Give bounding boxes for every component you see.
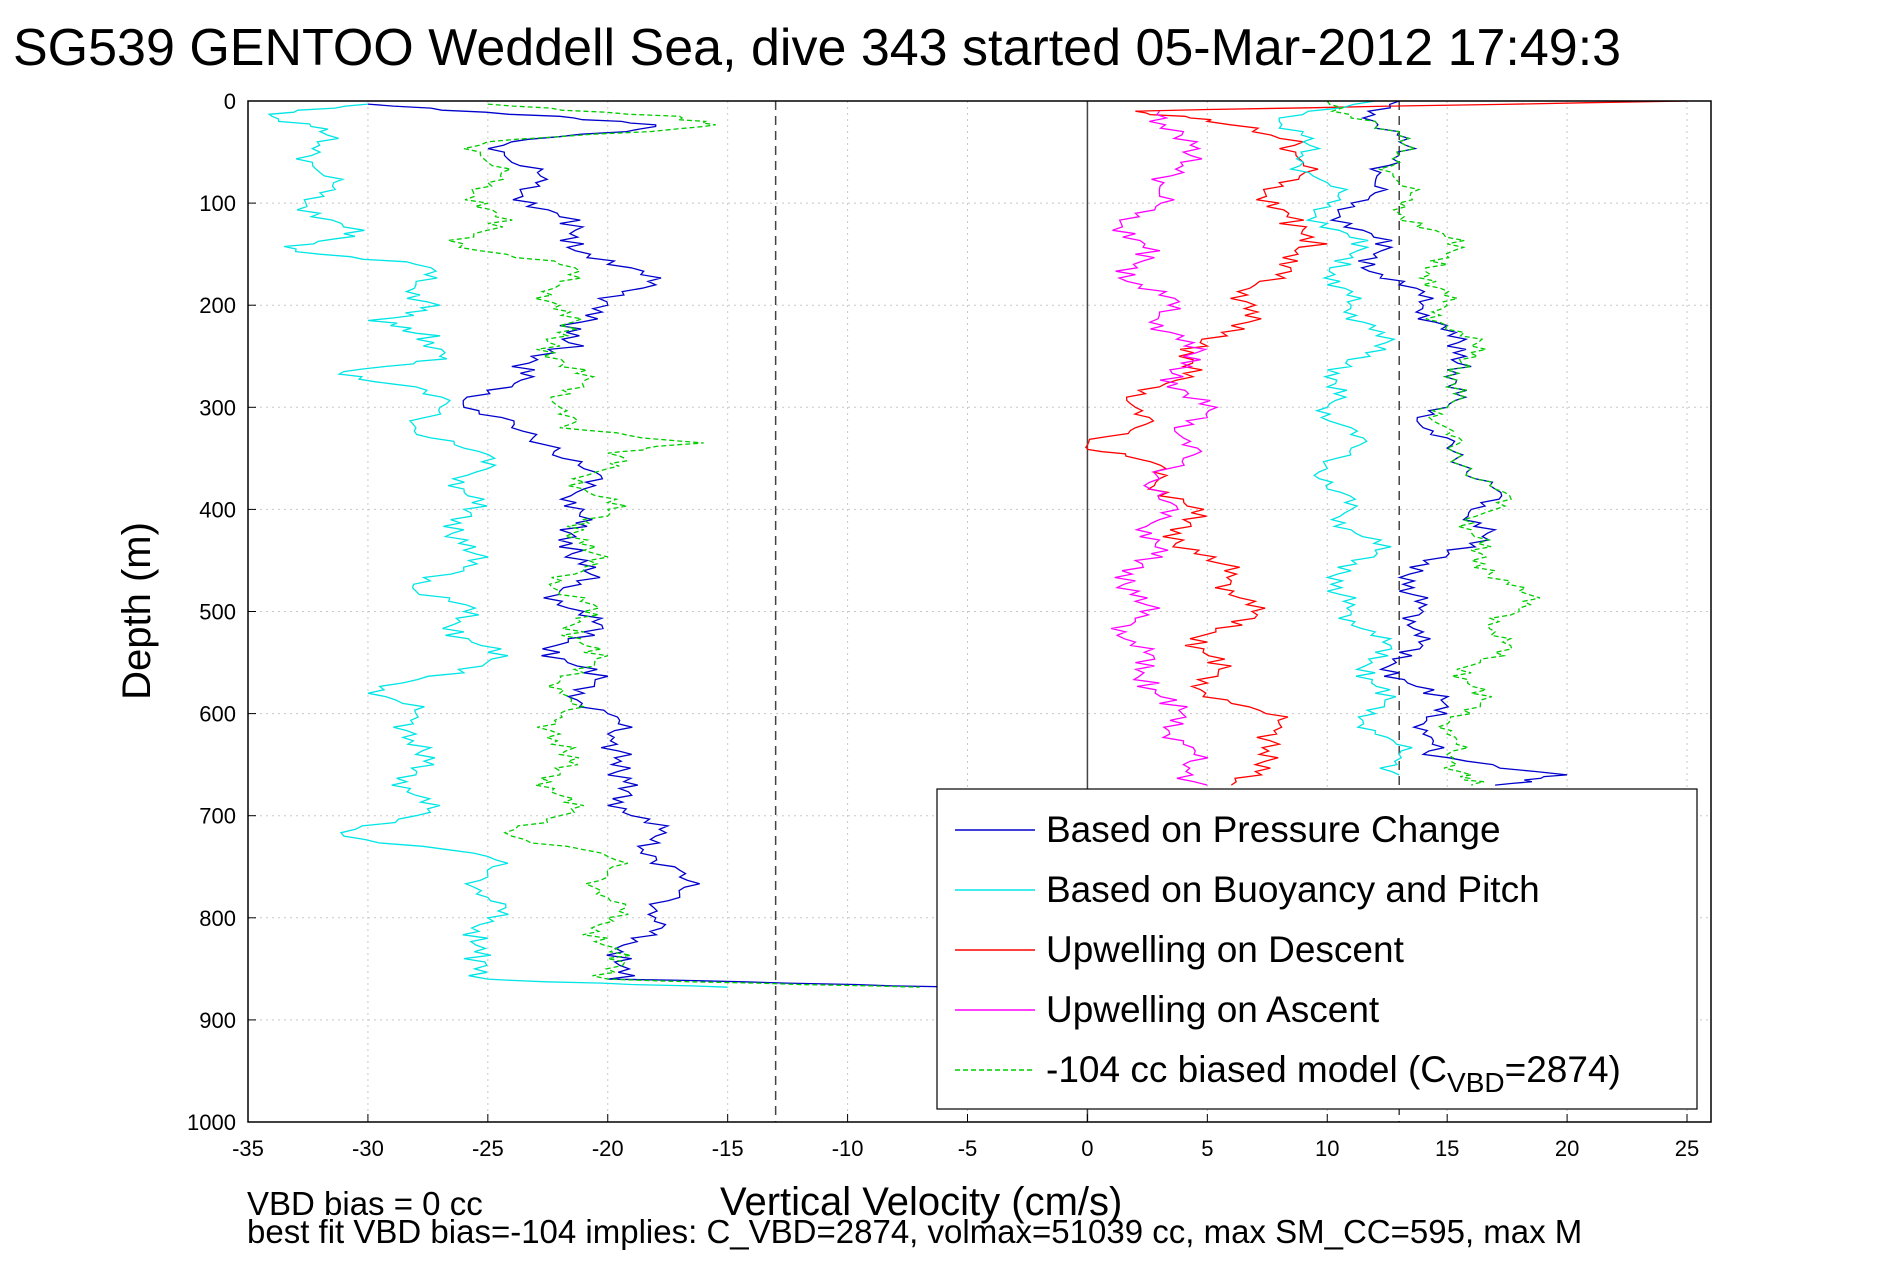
legend-box — [936, 788, 1698, 1110]
legend: Based on Pressure Change Based on Buoyanc… — [936, 788, 1698, 1110]
legend-label-0: Based on Pressure Change — [1046, 809, 1501, 850]
y-tick-label-1: 100 — [199, 191, 236, 216]
y-tick-label-3: 300 — [199, 395, 236, 420]
x-tick-label-4: -15 — [712, 1136, 744, 1161]
series-line-4 — [447, 103, 920, 988]
x-tick-label-1: -30 — [352, 1136, 384, 1161]
legend-label-1: Based on Buoyancy and Pitch — [1046, 869, 1540, 910]
x-axis-ticks: -35 -30 -25 -20 -15 -10 -5 0 5 10 15 20 25 — [232, 1114, 1699, 1161]
series-right-line-0 — [1329, 100, 1568, 786]
y-axis-label: Depth (m) — [115, 522, 159, 700]
x-tick-label-3: -20 — [592, 1136, 624, 1161]
y-tick-label-10: 1000 — [187, 1110, 236, 1135]
x-tick-label-11: 20 — [1555, 1136, 1579, 1161]
series-line-2 — [1084, 100, 1688, 786]
series-line-0 — [367, 103, 968, 988]
series-right-line-2 — [1326, 100, 1541, 786]
series-lines — [267, 100, 1688, 988]
y-tick-label-0: 0 — [224, 89, 236, 114]
series-line-3 — [1111, 110, 1220, 786]
x-tick-label-12: 25 — [1675, 1136, 1699, 1161]
legend-label-2: Upwelling on Descent — [1046, 929, 1405, 970]
x-tick-label-9: 10 — [1315, 1136, 1339, 1161]
x-tick-label-10: 15 — [1435, 1136, 1459, 1161]
x-tick-label-0: -35 — [232, 1136, 264, 1161]
legend-label-4: -104 cc biased model (CVBD=2874) — [1046, 1049, 1621, 1098]
x-tick-label-5: -10 — [832, 1136, 864, 1161]
y-axis-ticks: 0 100 200 300 400 500 600 700 800 900 1000 — [187, 89, 256, 1135]
x-tick-label-2: -25 — [472, 1136, 504, 1161]
y-tick-label-8: 800 — [199, 906, 236, 931]
x-tick-label-7: 0 — [1081, 1136, 1093, 1161]
y-tick-label-2: 200 — [199, 293, 236, 318]
y-tick-label-7: 700 — [199, 804, 236, 829]
y-tick-label-5: 500 — [199, 600, 236, 625]
x-tick-label-6: -5 — [958, 1136, 978, 1161]
chart-title: SG539 GENTOO Weddell Sea, dive 343 start… — [13, 19, 1621, 77]
y-tick-label-6: 600 — [199, 702, 236, 727]
y-tick-label-9: 900 — [199, 1008, 236, 1033]
x-tick-label-8: 5 — [1201, 1136, 1213, 1161]
footer-line-2: best fit VBD bias=-104 implies: C_VBD=28… — [247, 1213, 1582, 1250]
series-right-line-1 — [1278, 100, 1413, 776]
legend-label-3: Upwelling on Ascent — [1046, 989, 1380, 1030]
x-axis-label: Vertical Velocity (cm/s) — [720, 1180, 1122, 1224]
series-line-1 — [267, 103, 728, 988]
y-tick-label-4: 400 — [199, 497, 236, 522]
footer-line-1: VBD bias = 0 cc — [247, 1185, 483, 1222]
